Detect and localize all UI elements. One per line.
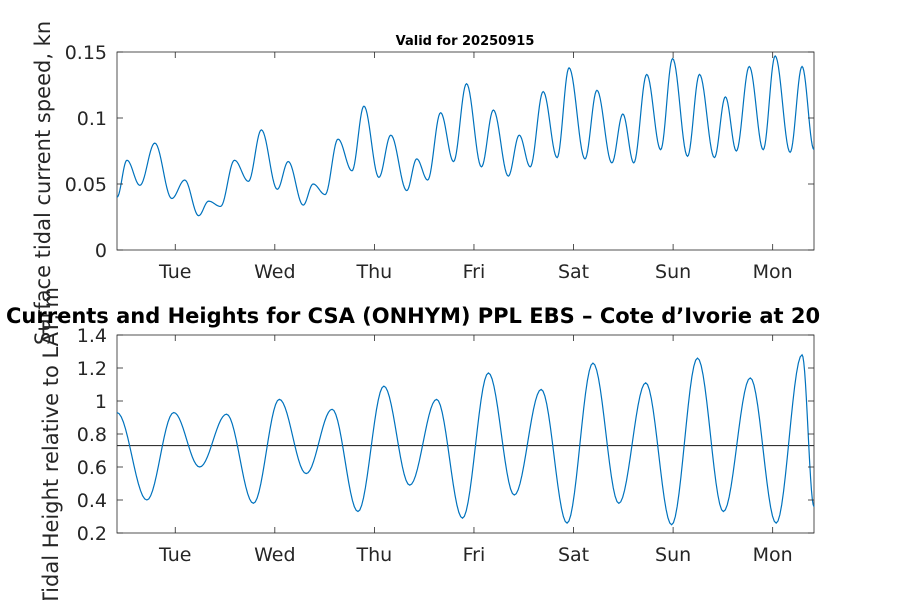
height-series-line — [116, 353, 815, 526]
y-tick-label: 0.2 — [77, 523, 107, 545]
x-tick-label: Mon — [753, 544, 793, 566]
height-x-axis: Tue Wed Thu Fri Sat Sun Mon — [158, 335, 793, 566]
x-tick-label: Tue — [158, 544, 191, 566]
x-tick-label: Thu — [356, 544, 393, 566]
speed-y-axis-label: Surface tidal current speed, kn — [31, 21, 55, 345]
x-tick-label: Sun — [655, 261, 691, 283]
height-y-axis: 0.2 0.4 0.6 0.8 1 1.2 1.4 — [77, 325, 814, 545]
y-tick-label: 1.2 — [77, 358, 107, 380]
x-tick-label: Sat — [558, 261, 589, 283]
x-tick-label: Wed — [254, 261, 295, 283]
x-tick-label: Fri — [463, 544, 486, 566]
speed-x-axis: Tue Wed Thu Fri Sat Sun Mon — [158, 52, 793, 283]
speed-panel: Valid for 20250915 0 0.05 0.1 0.15 Tue Wed Th… — [31, 21, 815, 345]
speed-chart-title: Valid for 20250915 — [396, 34, 535, 49]
x-tick-label: Sun — [655, 544, 691, 566]
y-tick-label: 0.05 — [65, 174, 107, 196]
y-tick-label: 0.8 — [77, 424, 107, 446]
x-tick-label: Sat — [558, 544, 589, 566]
height-panel: 0.2 0.4 0.6 0.8 1 1.2 1.4 Tue Wed Thu Fri Sat Sun Mo… — [39, 287, 815, 600]
x-tick-label: Mon — [753, 261, 793, 283]
x-tick-label: Wed — [254, 544, 295, 566]
height-axes-box — [116, 334, 815, 534]
x-tick-label: Tue — [158, 261, 191, 283]
y-tick-label: 1.4 — [77, 325, 107, 347]
speed-series-line — [116, 55, 815, 217]
x-tick-label: Fri — [463, 261, 486, 283]
y-tick-label: 0.4 — [77, 490, 107, 512]
speed-axes-box — [116, 51, 815, 251]
x-tick-label: Thu — [356, 261, 393, 283]
y-tick-label: 0.1 — [77, 108, 107, 130]
main-chart-title: Currents and Heights for CSA (ONHYM) PPL… — [6, 304, 820, 328]
height-y-axis-label: Tidal Height relative to LAT, m — [39, 287, 63, 600]
y-tick-label: 1 — [95, 391, 107, 413]
speed-y-axis: 0 0.05 0.1 0.15 — [65, 42, 814, 262]
y-tick-label: 0.15 — [65, 42, 107, 64]
y-tick-label: 0 — [95, 240, 107, 262]
y-tick-label: 0.6 — [77, 457, 107, 479]
